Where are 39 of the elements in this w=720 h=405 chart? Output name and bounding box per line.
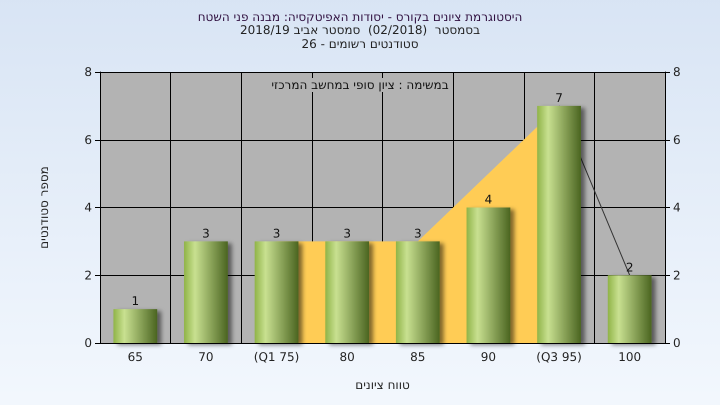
data-label: 3 <box>202 226 210 240</box>
y2-tick-label: 4 <box>673 200 681 214</box>
x-tick-label: 65 <box>128 350 143 364</box>
x-tick-label: 80 <box>340 350 355 364</box>
bar <box>113 309 158 343</box>
x-tick-label: (Q1 75) <box>254 350 300 364</box>
x-tick-label: 85 <box>410 350 426 364</box>
y-tick-label: 6 <box>84 132 92 147</box>
y2-tick-label: 6 <box>673 132 681 147</box>
y-axis-title: מספר סטודנטים <box>37 166 51 249</box>
bar <box>184 241 228 343</box>
bar <box>325 241 370 343</box>
data-label: 3 <box>272 226 280 240</box>
data-label: 1 <box>131 294 140 308</box>
x-tick-label: (Q3 95) <box>536 350 582 364</box>
chart-title: היסטוגרמת ציונים בקורס - יסודות האפיטקסיה: מבנה פני השטח <box>198 10 522 24</box>
y-tick-label: 8 <box>84 65 92 79</box>
annotation: במשימה : ציון סופי במחשב המרכזי <box>271 78 449 92</box>
data-label: 2 <box>626 260 634 274</box>
bar <box>466 208 510 343</box>
chart-subtitle: בסמסטר (02/2018) סמסטר אביב 2018/19 סטודנטים רשומים - 26 <box>240 23 480 51</box>
data-label: 4 <box>484 192 492 206</box>
x-axis-title: טווח ציונים <box>355 378 410 392</box>
y2-tick-label: 2 <box>673 268 681 282</box>
y-tick-label: 4 <box>84 200 92 214</box>
x-tick-label: 100 <box>618 350 642 364</box>
y-tick-label: 2 <box>84 268 92 282</box>
y2-tick-label: 0 <box>673 336 681 350</box>
y2-tick-label: 8 <box>673 65 681 79</box>
bar <box>537 106 581 343</box>
x-tick-label: 90 <box>480 350 496 364</box>
data-label: 3 <box>343 226 352 240</box>
y-tick-label: 0 <box>84 336 92 350</box>
data-label: 3 <box>414 226 422 240</box>
data-label: 7 <box>555 90 563 105</box>
bar <box>608 275 652 343</box>
x-tick-label: 70 <box>198 350 214 364</box>
bar <box>254 241 298 343</box>
bar <box>396 241 440 343</box>
